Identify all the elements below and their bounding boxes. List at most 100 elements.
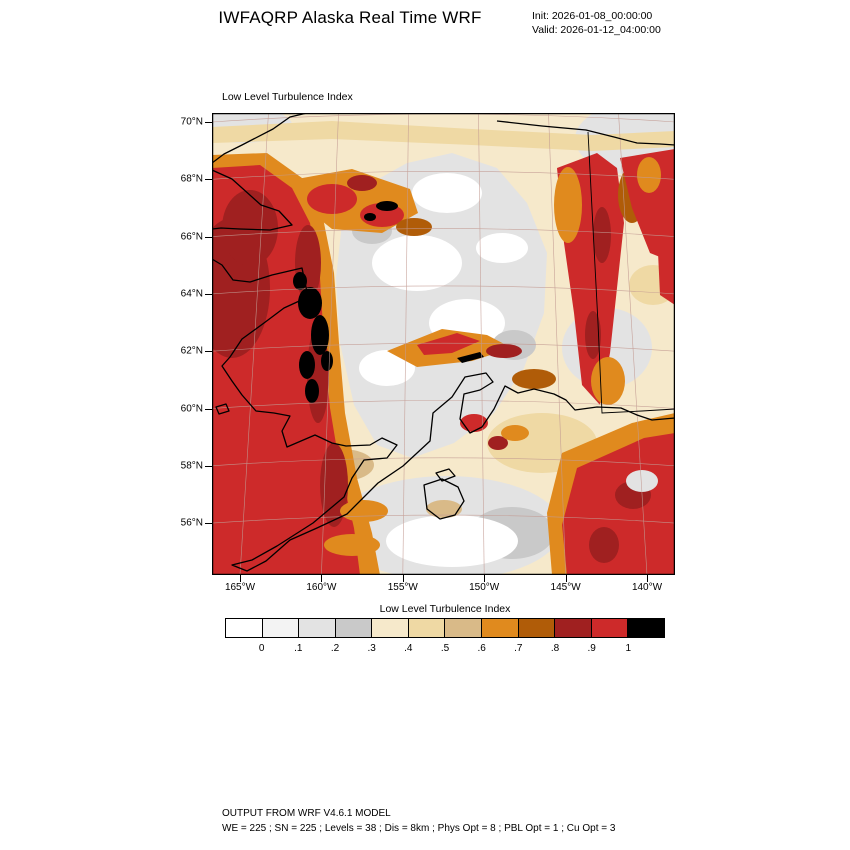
coastlines: [212, 113, 675, 572]
colorbar-labels: 0 .1 .2 .3 .4 .5 .6 .7 .8 .9 1: [225, 643, 665, 657]
longitude-line: [239, 113, 269, 575]
field-region: [488, 436, 508, 450]
colorbar-tick-label: .6: [477, 643, 486, 654]
lon-tick-label: 165°W: [224, 582, 256, 593]
lon-tick: [647, 575, 648, 582]
lat-tick-label: 70°N: [180, 116, 203, 128]
footer: OUTPUT FROM WRF V4.6.1 MODEL WE = 225 ; …: [222, 806, 615, 836]
latitude-line: [212, 285, 675, 295]
colorbar-cell: [554, 618, 592, 638]
longitude-line: [321, 113, 339, 575]
field-region: [476, 233, 528, 263]
colorbar-cell: [225, 618, 263, 638]
lon-tick-label: 140°W: [631, 582, 663, 593]
coastline-path: [215, 403, 230, 415]
field-region: [589, 527, 619, 563]
lat-tick: [205, 179, 212, 181]
lon-tick-label: 150°W: [469, 582, 500, 593]
map-canvas: [212, 113, 675, 575]
field-region: [364, 213, 376, 221]
field-region: [417, 333, 480, 355]
page-title: IWFAQRP Alaska Real Time WRF: [218, 8, 482, 27]
field-region: [359, 350, 415, 386]
colorbar-tick-label: .4: [404, 643, 413, 654]
colorbar-cell: [298, 618, 336, 638]
colorbar-tick-label: .5: [440, 643, 450, 654]
lat-tick-label: 56°N: [180, 517, 203, 529]
field-region: [386, 515, 518, 567]
field-region: [457, 352, 484, 363]
colorbar-tick-label: .2: [330, 643, 340, 654]
field-region: [311, 315, 329, 355]
colorbar-cell: [334, 618, 373, 638]
lat-tick-label: 62°N: [180, 345, 203, 357]
colorbar-cell: [407, 618, 446, 638]
lat-tick-label: 60°N: [180, 403, 203, 414]
field-region: [554, 167, 582, 243]
lat-tick: [205, 351, 212, 353]
coastline-path: [212, 113, 308, 164]
map-figure: 70°N 68°N 66°N 64°N 62°N 60°N 58°N 56°N 165°W 160…: [181, 113, 675, 593]
field-region: [320, 443, 348, 527]
field-region: [347, 175, 377, 191]
lon-tick-label: 160°W: [306, 582, 337, 593]
lat-tick-label: 66°N: [180, 231, 203, 243]
longitude-line: [548, 113, 566, 575]
lat-tick: [205, 236, 212, 238]
field-region: [376, 201, 398, 211]
lon-tick: [321, 575, 323, 582]
field-region: [412, 173, 482, 213]
field-region: [593, 207, 611, 263]
field-region: [396, 218, 432, 236]
colorbar-cell: [444, 618, 483, 638]
coastline-path: [496, 120, 675, 146]
turbulence-field: [212, 113, 675, 575]
latitude-line: [212, 171, 675, 180]
field-region: [305, 379, 319, 403]
field-region: [591, 357, 625, 405]
colorbar: [225, 618, 665, 638]
lat-tick-label: 68°N: [180, 173, 203, 185]
lat-tick: [205, 293, 212, 295]
field-region: [657, 225, 675, 305]
colorbar-tick-label: .8: [550, 643, 560, 654]
colorbar-cell: [371, 618, 409, 638]
lat-tick: [205, 465, 212, 467]
lon-tick: [484, 575, 486, 582]
colorbar-cell: [590, 618, 629, 638]
field-region: [501, 425, 529, 441]
field-region: [299, 351, 315, 379]
colorbar-tick-label: 0: [258, 643, 265, 654]
init-time: Init: 2026-01-08_00:00:00: [532, 10, 653, 22]
lon-tick: [240, 575, 241, 582]
colorbar-cell: [481, 618, 519, 638]
latitude-line: [212, 400, 675, 409]
latitude-line: [212, 514, 675, 524]
colorbar-tick-label: .9: [587, 643, 596, 654]
run-times: Init: 2026-01-08_00:00:00 Valid: 2026-01…: [532, 9, 661, 37]
border-path: [587, 131, 675, 414]
lon-tick-label: 145°W: [550, 582, 581, 593]
colorbar-tick-label: .1: [294, 643, 303, 654]
field-region: [321, 351, 333, 371]
map-title: Low Level Turbulence Index: [222, 91, 353, 103]
lon-tick: [565, 575, 567, 582]
valid-time: Valid: 2026-01-12_04:00:00: [532, 24, 661, 36]
field-region: [372, 235, 462, 291]
field-region: [324, 534, 380, 556]
field-region: [486, 344, 522, 358]
map-frame: [212, 113, 675, 575]
field-region: [298, 287, 322, 319]
latitude-line: [212, 457, 675, 467]
coastline-path: [212, 258, 675, 572]
lat-tick-label: 58°N: [180, 460, 203, 472]
field-region: [637, 157, 661, 193]
field-region: [426, 500, 462, 518]
field-region: [212, 121, 675, 151]
graticule: [212, 113, 675, 575]
colorbar-cell: [517, 618, 556, 638]
field-region: [512, 369, 556, 389]
colorbar-cell: [261, 618, 300, 638]
lat-tick: [205, 122, 212, 123]
